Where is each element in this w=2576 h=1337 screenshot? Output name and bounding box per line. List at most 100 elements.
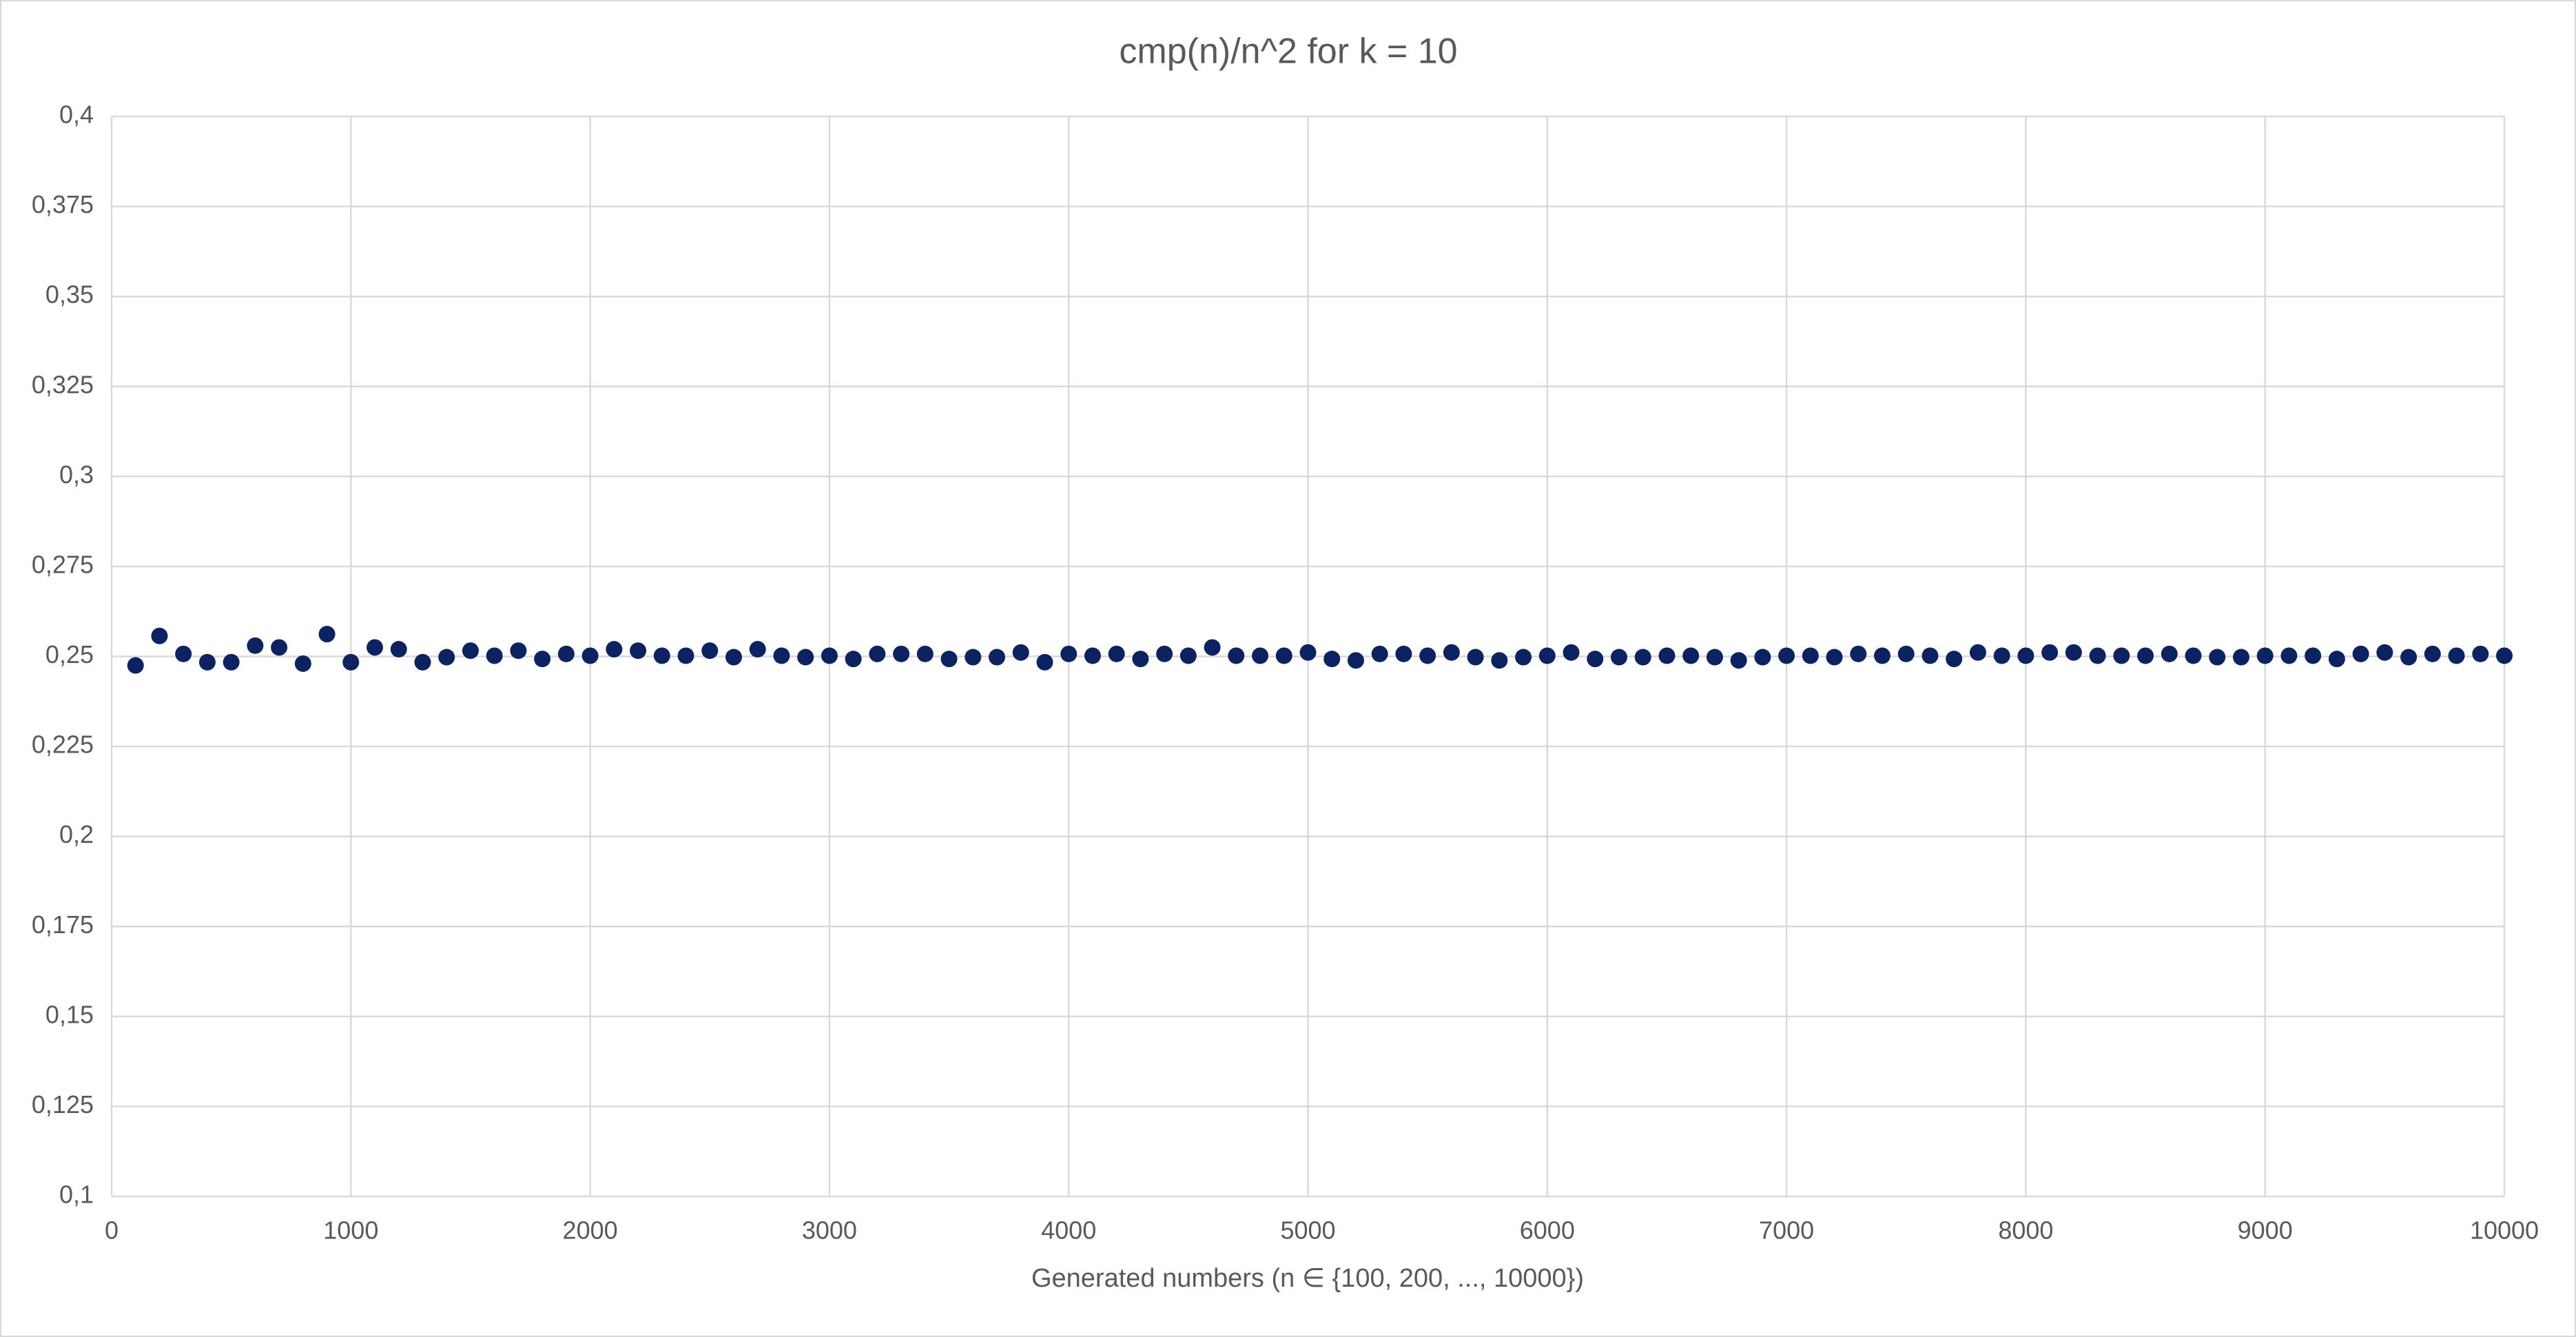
data-point [1084,647,1101,664]
data-point [367,639,384,656]
data-point [438,649,455,666]
data-point [2185,647,2202,664]
data-point [1921,647,1939,664]
data-point [223,653,240,671]
data-point [2376,644,2393,661]
y-tick-label: 0,35 [45,280,94,309]
y-tick-label: 0,325 [32,370,94,398]
data-point [1467,649,1484,666]
y-tick-label: 0,225 [32,731,94,759]
x-tick-label: 9000 [2238,1216,2293,1245]
data-point [2305,647,2322,664]
data-point [2448,647,2465,664]
data-point [1275,647,1292,664]
data-point [845,651,862,668]
data-point [1156,645,1173,662]
data-point [294,655,311,672]
data-point [940,651,958,668]
data-point [510,642,527,660]
data-point [534,651,551,668]
data-point [247,637,264,654]
data-point [1347,652,1364,669]
data-point [965,649,982,666]
data-point [1252,647,1269,664]
data-point [2496,647,2513,664]
data-point [2352,645,2369,662]
data-point [1682,647,1700,664]
data-point [1610,649,1627,666]
data-point [1132,651,1149,668]
data-point [797,649,814,666]
data-point [1419,647,1436,664]
data-point [1897,645,1915,662]
x-tick-label: 4000 [1041,1216,1096,1245]
data-point [2400,649,2418,666]
data-point [1658,647,1676,664]
data-point [1706,649,1723,666]
data-point [1802,647,1819,664]
data-point [2280,647,2298,664]
data-point [1850,645,1867,662]
data-point [462,642,479,660]
data-point [1730,652,1747,669]
data-point [2232,649,2249,666]
data-point [1993,647,2010,664]
data-point [318,626,336,643]
data-point [1634,649,1651,666]
y-tick-label: 0,4 [59,101,94,129]
data-point [869,645,886,662]
data-point [653,647,670,664]
data-point [1515,649,1532,666]
data-point [1563,644,1580,661]
data-point [127,657,144,674]
data-point [1108,645,1125,662]
data-point [2256,647,2274,664]
data-point [198,653,216,671]
chart-title: cmp(n)/n^2 for k = 10 [1119,32,1457,72]
data-point [989,649,1006,666]
data-point [2161,645,2178,662]
y-tick-label: 0,275 [32,550,94,578]
data-point [893,645,910,662]
x-tick-label: 1000 [323,1216,378,1245]
data-point [2089,647,2106,664]
data-point [2041,644,2059,661]
y-tick-label: 0,175 [32,910,94,939]
data-point [2113,647,2130,664]
data-point [271,639,288,656]
data-point [1778,647,1795,664]
x-tick-label: 0 [105,1216,119,1245]
data-point [1060,645,1078,662]
data-point [2065,644,2082,661]
data-point [2209,649,2226,666]
data-point [2137,647,2154,664]
x-tick-label: 8000 [1998,1216,2053,1245]
data-point [677,647,694,664]
data-point [1587,651,1604,668]
data-point [1012,644,1029,661]
data-point [175,645,192,662]
data-point [1204,639,1221,656]
data-point [1538,647,1556,664]
data-point [701,642,719,660]
data-point [1395,645,1412,662]
y-tick-label: 0,3 [59,460,94,489]
data-point [414,653,431,671]
data-point [1946,651,1963,668]
data-point [2017,647,2034,664]
y-tick-label: 0,15 [45,1000,94,1028]
data-point [1179,647,1197,664]
data-point [342,653,360,671]
y-tick-label: 0,25 [45,640,94,668]
y-tick-label: 0,2 [59,820,94,848]
data-point [916,645,934,662]
data-point [2328,651,2345,668]
data-point [1443,644,1460,661]
x-tick-label: 3000 [802,1216,857,1245]
y-tick-label: 0,1 [59,1181,94,1209]
data-point [1969,644,1986,661]
data-point [606,641,623,658]
data-point [1036,653,1053,671]
